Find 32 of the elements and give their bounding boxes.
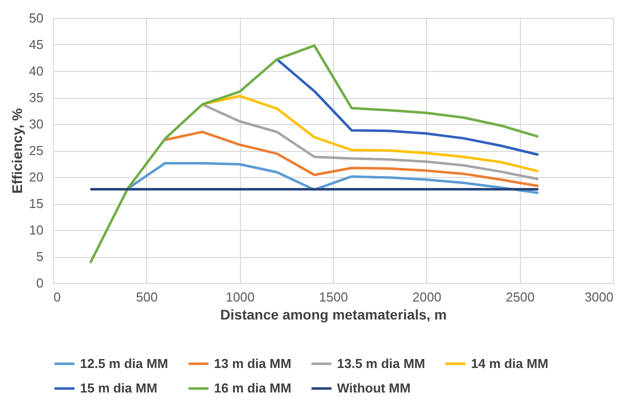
- y-tick-label: 20: [29, 170, 44, 184]
- y-tick-label: 35: [29, 90, 44, 105]
- y-tick-label: 30: [29, 116, 44, 132]
- line-series: [276, 58, 540, 156]
- y-tick-label: 15: [29, 196, 44, 211]
- legend-label: 15 m dia MM: [80, 380, 158, 396]
- x-tick-label: 2000: [412, 290, 442, 304]
- legend-label: Without MM: [337, 380, 411, 396]
- x-tick-label: 0: [54, 290, 61, 304]
- line-series: [201, 94, 540, 172]
- legend-label: 13 m dia MM: [214, 356, 292, 371]
- y-tick-label: 25: [29, 143, 44, 158]
- y-tick-label: 5: [36, 249, 44, 264]
- y-tick-label: 40: [29, 64, 44, 78]
- y-tick-label: 10: [29, 222, 44, 238]
- x-tick-label: 1500: [319, 290, 348, 304]
- y-tick-label: 0: [36, 276, 44, 290]
- legend-label: 14 m dia MM: [471, 356, 548, 371]
- legend-label: 13.5 m dia MM: [337, 356, 426, 371]
- line-series: [89, 44, 540, 264]
- x-axis-title: Distance among metamaterials, m: [220, 306, 447, 322]
- legend-label: 12.5 m dia MM: [80, 356, 168, 371]
- line-series: [201, 103, 540, 180]
- y-tick-label: 50: [29, 10, 44, 26]
- x-tick-label: 2500: [506, 290, 535, 304]
- y-axis-title: Efficiency, %: [9, 108, 26, 194]
- x-tick-label: 3000: [584, 290, 614, 304]
- x-tick-label: 1000: [226, 290, 255, 304]
- line-series: [164, 130, 540, 188]
- legend-label: 16 m dia MM: [214, 380, 292, 396]
- y-tick-label: 45: [29, 37, 44, 52]
- x-tick-label: 500: [136, 290, 158, 304]
